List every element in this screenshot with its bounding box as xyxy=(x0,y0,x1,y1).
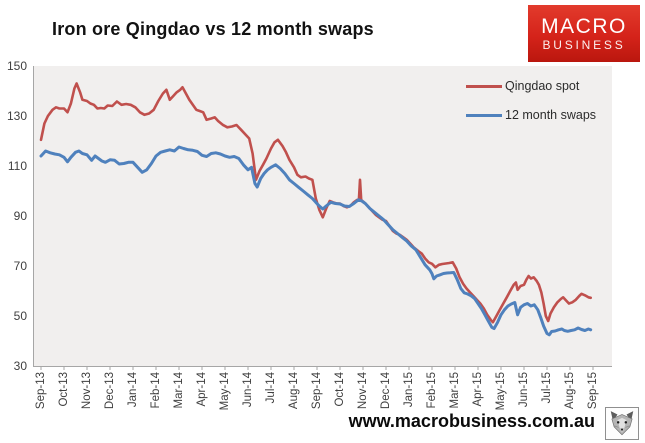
x-axis-tick-label: Mar-15 xyxy=(449,372,461,409)
12-month-swaps-line xyxy=(39,145,593,337)
y-axis-tick-label: 50 xyxy=(13,309,27,323)
x-axis-tick-label: Dec-14 xyxy=(380,372,392,410)
x-axis-tick-label: Apr-15 xyxy=(472,372,484,407)
x-axis-tick-label: Jul-15 xyxy=(541,372,553,404)
y-axis-tick-label: 130 xyxy=(6,109,27,123)
legend-item-12-month-swaps: 12 month swaps xyxy=(466,107,596,123)
legend-swatch xyxy=(466,113,502,117)
x-axis-tick-label: Jun-14 xyxy=(242,372,254,408)
y-axis-tick-label: 70 xyxy=(13,259,27,273)
x-axis-tick-label: Jan-14 xyxy=(127,372,139,408)
logo-text-macro: MACRO xyxy=(541,14,627,38)
x-axis-tick-label: Aug-14 xyxy=(288,372,300,410)
wolf-logo-box xyxy=(605,407,639,440)
x-axis-tick-label: Nov-14 xyxy=(357,372,369,410)
legend-swatch xyxy=(466,84,502,88)
x-axis-tick-label: Sep-14 xyxy=(311,372,323,410)
x-axis-tick-label: Aug-15 xyxy=(564,372,576,410)
x-axis-tick-label: Sep-13 xyxy=(35,372,47,410)
x-axis-tick-label: May-14 xyxy=(219,372,231,411)
y-axis-tick-label: 30 xyxy=(13,359,27,373)
wolf-face-icon xyxy=(610,411,634,436)
x-axis-tick-label: Oct-13 xyxy=(58,372,70,407)
x-axis-tick-label: Jul-14 xyxy=(265,372,277,404)
y-axis-tick-label: 110 xyxy=(7,159,27,173)
x-axis-tick-label: Jan-15 xyxy=(403,372,415,408)
y-axis-tick-label: 90 xyxy=(13,209,27,223)
plot-area: Qingdao spot 12 month swaps xyxy=(33,66,612,370)
x-axis-tick-label: Dec-13 xyxy=(104,372,116,410)
x-axis-tick-label: Feb-15 xyxy=(426,372,438,409)
x-axis-tick-label: Oct-14 xyxy=(334,372,346,407)
legend-label: Qingdao spot xyxy=(505,79,580,93)
chart-legend: Qingdao spot 12 month swaps xyxy=(466,78,596,136)
footer-website-url: www.macrobusiness.com.au xyxy=(348,411,595,431)
x-axis-tick-label: Sep-15 xyxy=(587,372,599,410)
legend-label: 12 month swaps xyxy=(505,108,597,122)
x-axis-tick-label: Mar-14 xyxy=(173,372,185,409)
x-axis-tick-label: Jun-15 xyxy=(518,372,530,408)
x-axis-tick-label: Apr-14 xyxy=(196,372,208,407)
chart-canvas xyxy=(39,82,594,370)
x-axis-tick-label: Feb-14 xyxy=(150,372,162,409)
x-axis-tick-label: May-15 xyxy=(495,372,507,411)
x-axis-tick-label: Nov-13 xyxy=(81,372,93,410)
legend-item-qingdao-spot: Qingdao spot xyxy=(466,78,596,94)
logo-text-business: BUSINESS xyxy=(542,37,626,52)
y-axis-tick-label: 150 xyxy=(6,59,27,73)
macrobusiness-logo: MACRO BUSINESS xyxy=(528,5,640,62)
chart-title: Iron ore Qingdao vs 12 month swaps xyxy=(52,19,374,39)
